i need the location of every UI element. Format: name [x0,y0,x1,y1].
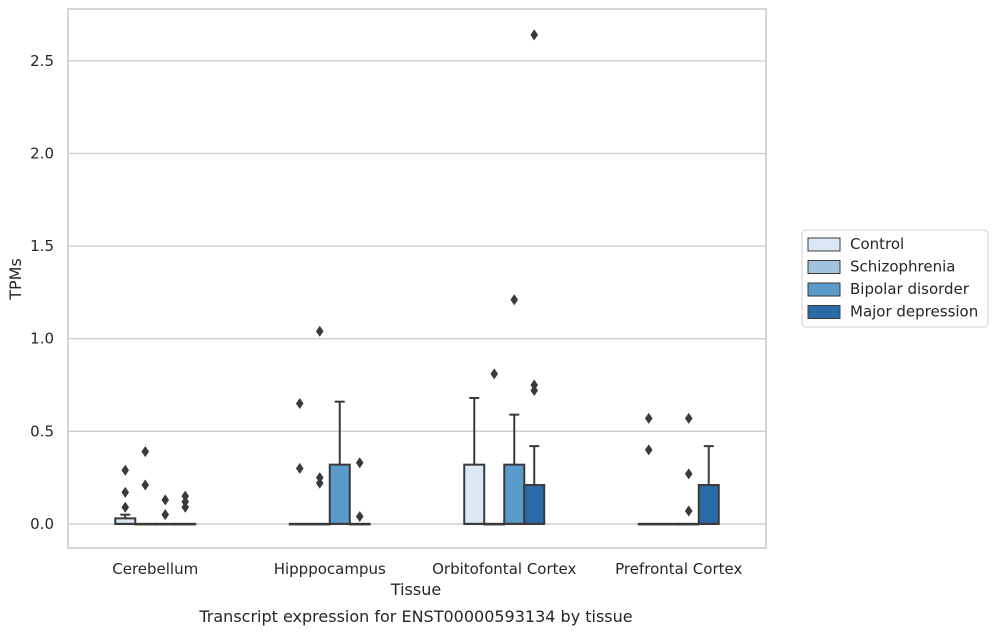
y-tick-label: 1.5 [30,237,54,255]
outlier-point [355,511,364,523]
box-bipolar-disorder [154,494,177,526]
box-schizophrenia [308,325,331,526]
legend-swatch [807,282,841,297]
box-schizophrenia [134,446,157,526]
legend-swatch [807,260,841,274]
outlier-point [181,490,190,502]
outlier-point [141,446,150,458]
box-major-depression [697,445,720,525]
box-bipolar-disorder [677,412,700,526]
outlier-point [161,509,170,521]
outlier-point [530,379,539,391]
outlier-point [684,505,693,517]
outlier-point [684,468,693,480]
outlier-point [295,398,304,410]
box-schizophrenia [657,522,680,526]
outlier-point [141,479,150,491]
x-tick-label: Hipppocampus [274,560,386,578]
box-rect [697,484,720,525]
y-tick-label: 2.5 [30,52,54,70]
outlier-point [121,464,130,476]
box-control [114,464,137,525]
x-tick-labels: Cerebellum Hipppocampus Orbitofontal Corte… [112,560,742,578]
box-schizophrenia [483,368,506,526]
x-tick-label: Orbitofontal Cortex [432,560,576,578]
box-major-depression [348,457,371,526]
y-tick-label: 1.0 [30,330,54,348]
outlier-point [530,29,539,41]
outlier-point [315,472,324,484]
legend-swatch [807,305,841,319]
y-tick-label: 0.0 [30,515,54,533]
legend: Control Schizophrenia Bipolar disorder Majo… [801,229,989,328]
outlier-point [161,494,170,506]
x-tick-label: Cerebellum [112,560,198,578]
box-bipolar-disorder [503,294,526,525]
outlier-point [121,486,130,498]
outlier-point [315,477,324,489]
outlier-point [510,294,519,306]
box-major-depression [523,29,546,525]
outlier-point [295,462,304,474]
y-tick-label: 2.0 [30,144,54,162]
outlier-point [121,501,130,513]
x-axis-label: Tissue [390,580,441,599]
y-tick-label: 0.5 [30,422,54,440]
outlier-point [355,457,364,469]
box-major-depression [174,490,197,526]
box-rect [523,484,546,525]
outlier-point [644,412,653,424]
legend-label: Major depression [850,303,978,321]
box-bipolar-disorder [328,400,351,525]
y-tick-labels: 0.0 0.5 1.0 1.5 2.0 2.5 [30,52,54,533]
outlier-point [181,496,190,508]
box-control [288,398,311,526]
gridlines [68,60,766,525]
box-control [637,412,660,526]
legend-label: Control [850,235,904,253]
chart-title: Transcript expression for ENST0000059313… [198,607,632,626]
outlier-point [644,444,653,456]
outlier-point [530,385,539,397]
box-group [114,29,720,526]
legend-label: Bipolar disorder [850,280,970,298]
outlier-point [684,412,693,424]
outlier-point [181,501,190,513]
legend-label: Schizophrenia [850,258,955,276]
box-rect [463,463,486,525]
outlier-point [315,325,324,337]
y-axis-label: TPMs [6,258,25,301]
legend-frame [801,229,989,328]
outlier-point [490,368,499,380]
box-rect [503,463,526,525]
plot-frame [67,8,767,549]
x-tick-label: Prefrontal Cortex [615,560,742,578]
box-rect [328,463,351,525]
box-control [463,396,486,525]
legend-swatch [807,237,841,252]
